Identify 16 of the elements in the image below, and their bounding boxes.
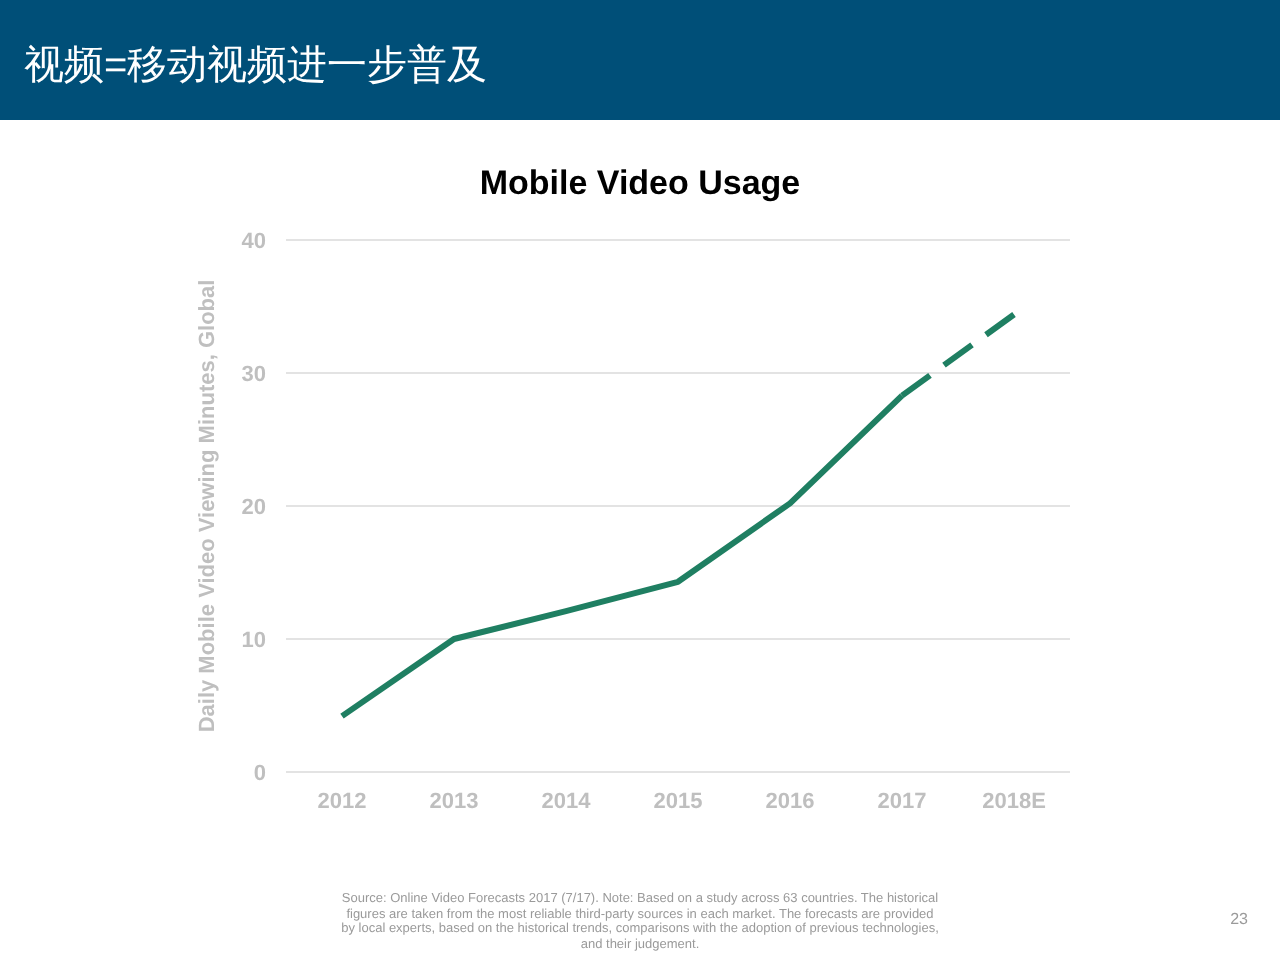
x-tick-label: 2017: [877, 790, 927, 814]
y-tick-label: 30: [241, 363, 266, 387]
text: 23: [1230, 910, 1250, 928]
x-tick-label: 2015: [653, 790, 703, 814]
y-tick-label: 0: [253, 762, 266, 786]
x-tick-label: 2013: [429, 790, 479, 814]
y-tick-label: 40: [241, 230, 266, 254]
chart-title: 视频=移动视频进一步普及: [24, 42, 488, 88]
y-axis-title: Daily Mobile Video Viewing Minutes, Global: [196, 279, 220, 733]
x-tick-label: 2018E: [982, 790, 1046, 814]
chart-subtitle: Mobile Video Usage: [479, 164, 801, 202]
x-tick-label: 2014: [541, 790, 593, 814]
y-tick-label: 10: [241, 629, 266, 653]
x-tick-label: 2012: [317, 790, 367, 814]
y-tick-label: 20: [241, 496, 266, 520]
x-tick-label: 2016: [765, 790, 815, 814]
